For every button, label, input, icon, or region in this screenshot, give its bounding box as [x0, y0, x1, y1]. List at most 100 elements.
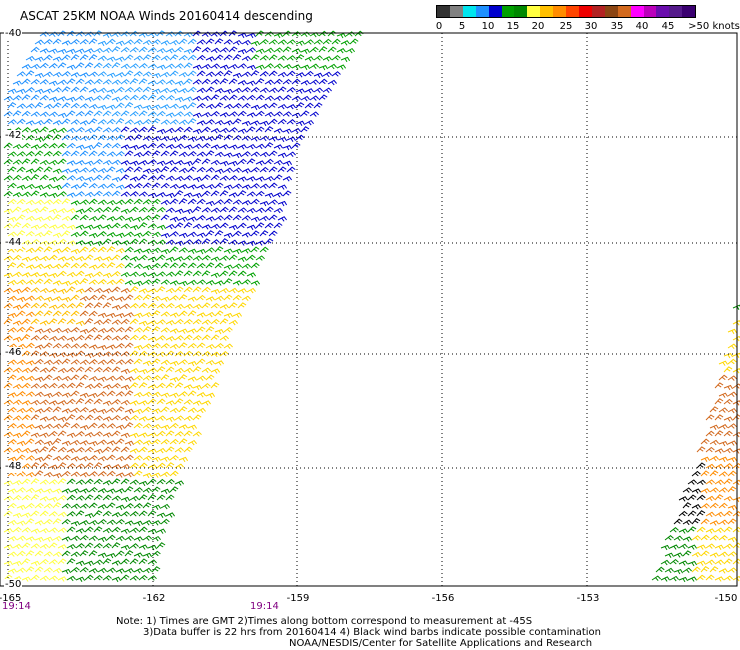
wind-barb [3, 480, 14, 486]
wind-barb [34, 310, 44, 317]
wind-barb [43, 71, 53, 78]
wind-barb [165, 302, 175, 309]
wind-barb-swaths [3, 30, 740, 583]
wind-barb [30, 158, 40, 165]
wind-barb [12, 494, 22, 501]
wind-barb [259, 38, 269, 45]
wind-barb [309, 79, 319, 85]
wind-barb [147, 302, 157, 309]
wind-barb [723, 526, 733, 533]
wind-barb [34, 550, 44, 557]
wind-barb [723, 543, 733, 549]
wind-barb [3, 399, 13, 405]
wind-barb [682, 536, 693, 542]
wind-barb [93, 382, 103, 389]
wind-barb [660, 559, 670, 566]
wind-barb [705, 479, 715, 485]
wind-barb [106, 390, 116, 397]
wind-barb [57, 238, 67, 245]
wind-barb [151, 358, 161, 365]
wind-barb [151, 198, 161, 205]
wind-barb [165, 478, 175, 485]
wind-barb [178, 232, 189, 239]
wind-barb [25, 168, 36, 174]
wind-barb [678, 496, 688, 502]
colorbar-segment [566, 6, 579, 17]
wind-barb [174, 63, 184, 69]
wind-barb [79, 230, 89, 237]
wind-barb [106, 56, 117, 62]
wind-barb [174, 398, 184, 405]
wind-barb [79, 246, 89, 253]
wind-barb [21, 447, 31, 454]
wind-barb [84, 191, 94, 198]
wind-barb [48, 96, 59, 103]
wind-barb [151, 231, 161, 238]
wind-barb [223, 120, 234, 126]
wind-barb [142, 502, 152, 509]
wind-barb [709, 439, 719, 446]
wind-barb [219, 78, 229, 85]
wind-barb [88, 182, 98, 189]
wind-barb [16, 567, 26, 573]
wind-barb [115, 406, 125, 413]
wind-barb [106, 88, 117, 95]
wind-barb [187, 262, 197, 269]
wind-barb [61, 470, 71, 477]
wind-barb [70, 135, 80, 142]
wind-barb [102, 62, 112, 69]
wind-barb [120, 432, 131, 439]
wind-barb [232, 54, 242, 61]
wind-barb [696, 560, 707, 566]
wind-barb [93, 415, 103, 421]
wind-barb [138, 222, 148, 229]
wind-barb [327, 46, 337, 53]
wind-barb [196, 326, 206, 333]
wind-barb [223, 232, 234, 239]
wind-barb [129, 127, 139, 133]
wind-barb [84, 334, 94, 341]
wind-barb [124, 102, 134, 109]
wind-barb [133, 216, 144, 222]
wind-barb [174, 96, 185, 103]
wind-barb [705, 543, 715, 549]
wind-barb [43, 230, 53, 237]
wind-barb [79, 359, 89, 365]
wind-barb [93, 398, 103, 405]
wind-barb [237, 110, 247, 117]
wind-barb [232, 230, 242, 237]
wind-barb [138, 191, 148, 197]
wind-barb [129, 432, 140, 439]
wind-barb [250, 216, 261, 222]
wind-barb [79, 150, 89, 157]
wind-barb [34, 184, 45, 191]
wind-speed-colorbar [436, 5, 696, 18]
wind-barb [282, 144, 293, 151]
wind-barb [264, 206, 274, 213]
wind-barb [187, 150, 197, 157]
wind-barb [97, 104, 108, 111]
wind-barb [727, 456, 738, 463]
wind-barb [3, 95, 13, 102]
wind-barb [142, 248, 153, 254]
wind-barb [129, 303, 139, 309]
wind-barb [70, 359, 80, 365]
wind-barb [300, 64, 311, 71]
wind-barb [142, 567, 152, 574]
wind-barb [133, 182, 143, 189]
wind-barb [93, 142, 103, 149]
wind-barb [210, 94, 220, 101]
wind-barb [178, 294, 188, 301]
wind-barb [88, 54, 98, 61]
wind-barb [48, 63, 58, 69]
wind-barb [97, 40, 108, 47]
wind-barb [102, 400, 113, 406]
wind-barb [151, 486, 161, 493]
wind-barb [7, 488, 18, 494]
wind-barb [205, 103, 215, 110]
wind-barb [250, 70, 260, 77]
wind-barb [106, 38, 116, 45]
wind-barb [678, 510, 688, 517]
wind-barb [273, 144, 284, 150]
wind-barb [84, 224, 95, 230]
